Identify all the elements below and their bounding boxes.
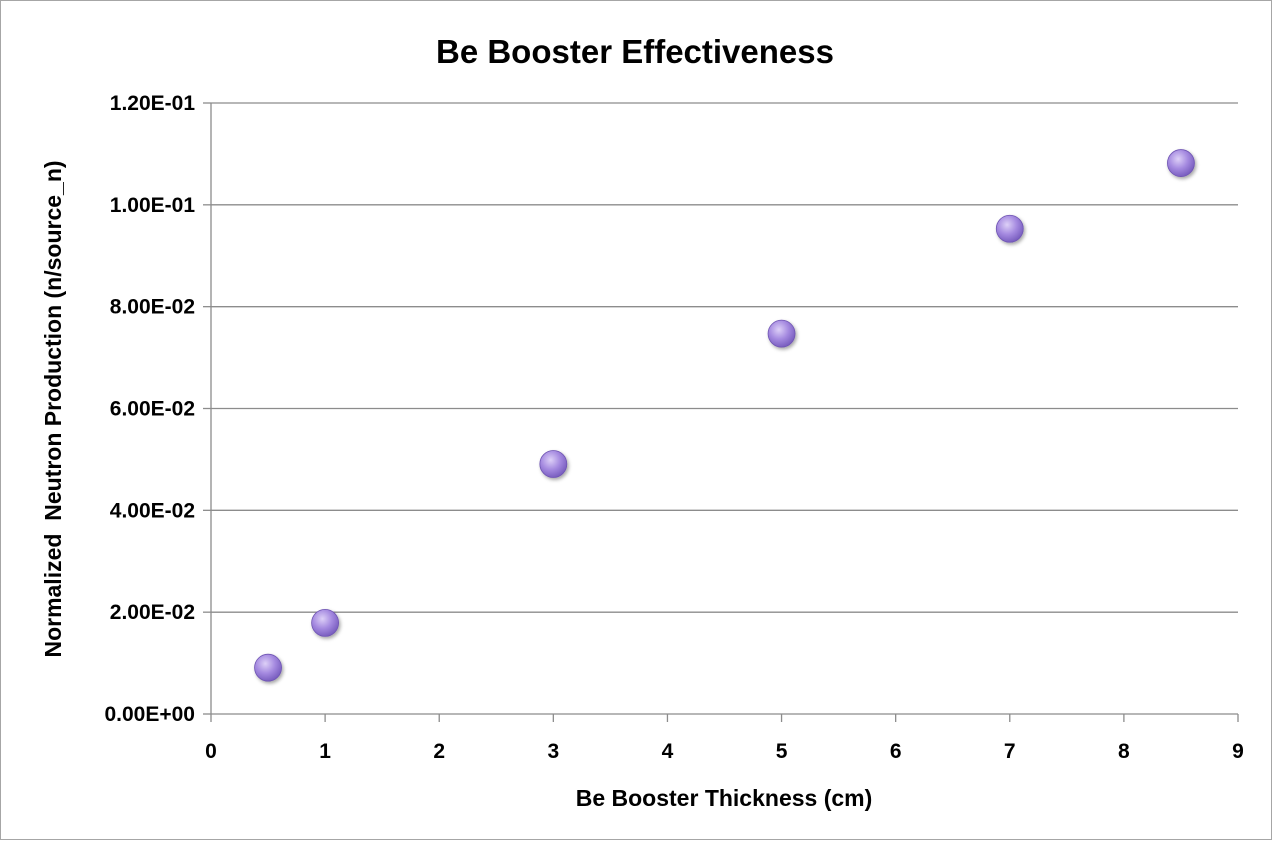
data-point — [995, 214, 1024, 243]
y-tick-label: 1.20E-01 — [110, 92, 196, 115]
y-tick-label: 1.00E-01 — [110, 194, 196, 217]
x-tick-label: 5 — [776, 740, 788, 763]
chart-title: Be Booster Effectiveness — [436, 33, 834, 70]
y-tick-label: 4.00E-02 — [110, 499, 195, 522]
data-points — [254, 149, 1195, 682]
data-point — [311, 608, 340, 637]
data-point — [254, 653, 282, 682]
y-axis-label: Normalized Neutron Production (n/source_… — [40, 160, 66, 657]
gridlines — [211, 102, 1238, 613]
x-tick-labels: 0 1 2 3 4 5 6 7 8 9 — [205, 740, 1244, 763]
x-tick-label: 9 — [1232, 740, 1244, 763]
x-tick-label: 3 — [547, 740, 559, 763]
x-tick-label: 0 — [205, 740, 217, 763]
axes — [203, 102, 1239, 722]
x-tick-label: 6 — [890, 740, 902, 763]
data-point — [1167, 149, 1195, 177]
x-tick-label: 7 — [1004, 740, 1016, 763]
x-tick-label: 4 — [662, 740, 674, 763]
x-tick-label: 1 — [319, 740, 331, 763]
y-tick-label: 6.00E-02 — [110, 398, 195, 421]
y-tick-labels: 0.00E+00 2.00E-02 4.00E-02 6.00E-02 8.00E-02… — [104, 92, 195, 726]
x-tick-label: 2 — [433, 740, 445, 763]
data-point — [539, 450, 568, 478]
data-point — [767, 319, 796, 348]
y-tick-label: 8.00E-02 — [110, 296, 195, 319]
x-axis-label: Be Booster Thickness (cm) — [576, 785, 873, 811]
y-tick-label: 0.00E+00 — [104, 703, 195, 726]
x-tick-label: 8 — [1118, 740, 1130, 763]
y-tick-label: 2.00E-02 — [110, 601, 195, 624]
